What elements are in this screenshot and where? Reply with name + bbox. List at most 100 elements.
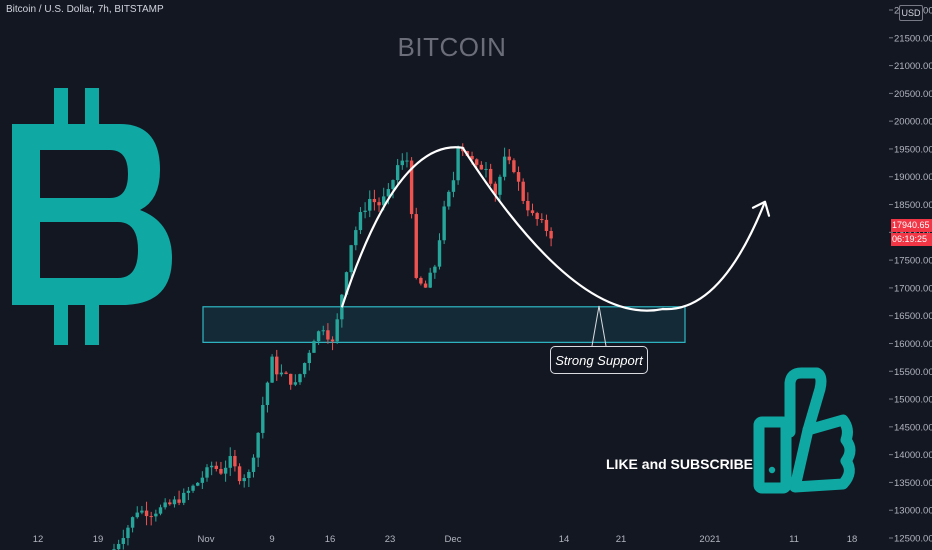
candle xyxy=(391,180,395,190)
candle xyxy=(172,499,177,505)
candle xyxy=(368,198,372,211)
y-tick-label: 20500.00 xyxy=(894,89,932,100)
candle xyxy=(414,214,418,278)
candle xyxy=(354,230,358,246)
candle xyxy=(154,513,158,517)
candle xyxy=(121,538,125,544)
candle xyxy=(130,517,135,528)
candle xyxy=(470,156,474,160)
candle xyxy=(409,160,414,215)
x-tick-label: 9 xyxy=(269,534,274,545)
candle xyxy=(507,156,511,161)
candle xyxy=(395,165,400,181)
candle xyxy=(442,206,446,241)
candle xyxy=(493,183,497,195)
like-subscribe-text: LIKE and SUBSCRIBE xyxy=(606,456,754,472)
candle xyxy=(386,189,391,197)
projection-layer xyxy=(340,146,771,312)
x-tick-label: Nov xyxy=(198,534,215,545)
candle xyxy=(479,164,484,170)
candle xyxy=(223,467,228,474)
candle xyxy=(484,168,488,170)
candle xyxy=(502,156,507,177)
y-tick-label: 14000.00 xyxy=(894,450,932,461)
y-tick-label: 13000.00 xyxy=(894,506,932,517)
candle xyxy=(191,485,195,491)
y-tick-label: 13500.00 xyxy=(894,478,932,489)
x-tick-label: 21 xyxy=(616,534,627,545)
candle xyxy=(126,527,130,539)
candle xyxy=(400,160,404,166)
y-tick-label: 16500.00 xyxy=(894,311,932,322)
candles-layer xyxy=(112,143,553,550)
candle xyxy=(135,512,139,518)
arrow-up-icon xyxy=(751,200,771,217)
support-zone-layer xyxy=(202,305,686,347)
candle xyxy=(382,196,386,206)
y-tick-label: 19000.00 xyxy=(894,172,932,183)
candle xyxy=(302,363,307,375)
x-tick-label: 18 xyxy=(847,534,858,545)
candle xyxy=(312,341,316,353)
candle xyxy=(428,272,432,288)
y-tick-label: 21000.00 xyxy=(894,61,932,72)
x-tick-label: 11 xyxy=(789,534,799,545)
y-tick-label: 15000.00 xyxy=(894,395,932,406)
candle xyxy=(521,181,525,201)
candle xyxy=(261,404,265,433)
candle xyxy=(516,172,521,182)
candle xyxy=(344,272,349,295)
candle xyxy=(205,467,209,478)
bitcoin-logo-icon xyxy=(12,88,172,345)
candle xyxy=(247,471,251,479)
candle xyxy=(186,490,191,493)
candle xyxy=(535,213,539,220)
candle xyxy=(214,465,218,469)
candle xyxy=(289,373,293,385)
candle xyxy=(307,352,311,364)
support-zone xyxy=(202,306,686,343)
candle xyxy=(182,492,186,503)
candle xyxy=(358,212,363,231)
x-tick-label: 16 xyxy=(325,534,336,545)
candle xyxy=(284,372,288,374)
candle xyxy=(270,356,274,383)
candle xyxy=(544,219,549,231)
candle xyxy=(149,516,153,518)
x-tick-label: 2021 xyxy=(699,534,720,545)
thumbs-up-icon[interactable] xyxy=(753,367,856,494)
countdown-tag: 06:19:25 xyxy=(891,233,932,246)
y-tick-label: 14500.00 xyxy=(894,422,932,433)
candle xyxy=(330,339,335,342)
candle xyxy=(158,507,163,514)
candle xyxy=(321,330,325,332)
candle xyxy=(144,510,149,517)
candle xyxy=(526,200,530,211)
candle xyxy=(237,466,242,482)
y-tick-label: 17500.00 xyxy=(894,256,932,267)
candle xyxy=(456,147,460,181)
candle xyxy=(377,202,381,206)
currency-button[interactable]: USD xyxy=(899,5,923,21)
x-tick-label: 12 xyxy=(33,534,44,545)
candle xyxy=(251,457,256,472)
candle xyxy=(372,198,377,203)
candle xyxy=(279,372,284,375)
candle xyxy=(423,283,428,288)
candle xyxy=(498,176,502,195)
support-annotation-label[interactable]: Strong Support xyxy=(550,346,648,374)
candle xyxy=(335,319,339,342)
symbol-header[interactable]: Bitcoin / U.S. Dollar, 7h, BITSTAMP xyxy=(6,4,164,15)
y-tick-label: 17000.00 xyxy=(894,283,932,294)
candle xyxy=(433,266,437,273)
chart-title: BITCOIN xyxy=(397,32,507,62)
candle xyxy=(228,456,232,468)
y-tick-label: 12500.00 xyxy=(894,534,932,545)
candle xyxy=(447,191,451,207)
candle xyxy=(451,180,456,192)
candle xyxy=(140,510,144,513)
candle xyxy=(363,210,367,213)
x-axis: 12 19 Nov 9 16 23 Dec 14 21 2021 11 18 xyxy=(33,534,858,545)
candle xyxy=(316,331,321,342)
